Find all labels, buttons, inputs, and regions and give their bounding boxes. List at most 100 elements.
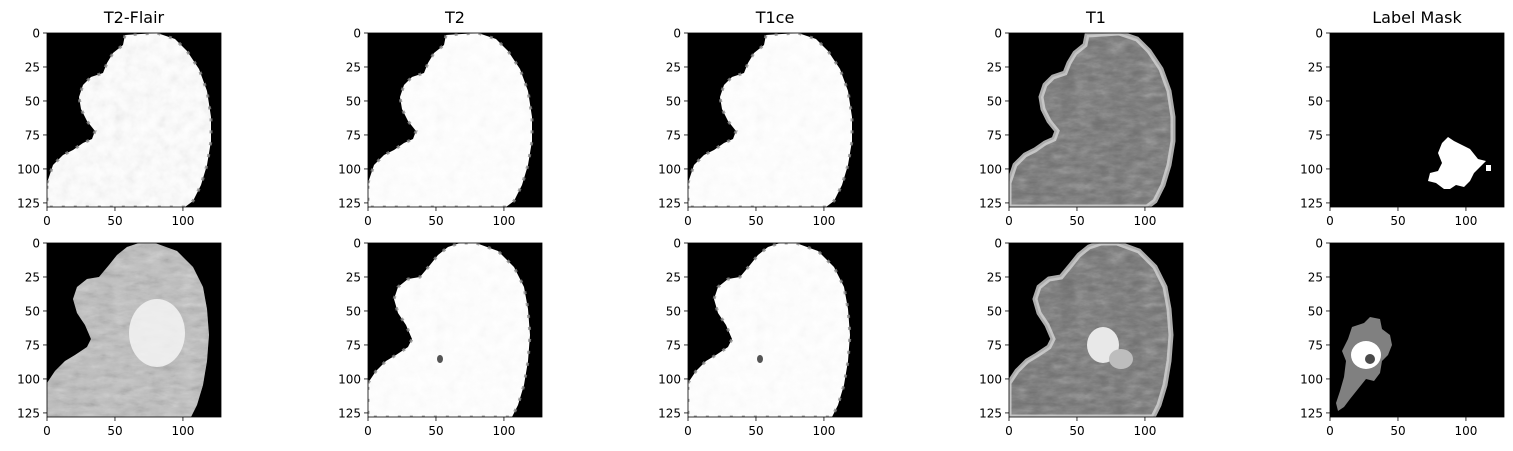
- column-title-t1: T1: [1085, 8, 1106, 27]
- axes-frame: [367, 32, 543, 208]
- y-tick-label: 0: [1315, 27, 1323, 41]
- axes-frame: [1008, 242, 1184, 418]
- y-tick-label: 25: [1308, 60, 1323, 74]
- y-tick-label: 75: [666, 338, 681, 352]
- y-tick-label: 50: [987, 304, 1002, 318]
- y-tick-label: 50: [987, 94, 1002, 108]
- y-tick-label: 125: [338, 196, 361, 210]
- x-tick-label: 50: [428, 214, 443, 228]
- y-tick-label: 75: [25, 128, 40, 142]
- y-tick-label: 0: [673, 27, 681, 41]
- x-tick-label: 0: [1326, 214, 1334, 228]
- y-tick-label: 100: [658, 372, 681, 386]
- axes-frame: [46, 32, 222, 208]
- brain-cortex: [1009, 243, 1174, 417]
- x-tick-label: 0: [364, 424, 372, 438]
- x-tick-label: 0: [684, 214, 692, 228]
- brain-texture: [368, 243, 530, 417]
- y-tick-label: 100: [17, 372, 40, 386]
- axes-frame: [1329, 32, 1505, 208]
- y-tick-label: 125: [658, 406, 681, 420]
- x-tick-label: 100: [1133, 424, 1156, 438]
- y-tick-label: 50: [25, 94, 40, 108]
- axes-frame: [367, 242, 543, 418]
- y-tick-label: 25: [346, 270, 361, 284]
- y-tick-label: 100: [338, 162, 361, 176]
- x-tick-label: 0: [1326, 424, 1334, 438]
- y-tick-label: 75: [666, 128, 681, 142]
- y-tick-label: 0: [353, 27, 361, 41]
- y-tick-label: 25: [666, 270, 681, 284]
- x-tick-label: 100: [1454, 214, 1477, 228]
- y-tick-label: 25: [987, 270, 1002, 284]
- y-tick-label: 100: [1300, 162, 1323, 176]
- y-tick-label: 75: [987, 338, 1002, 352]
- y-tick-label: 50: [346, 304, 361, 318]
- axes-frame: [46, 242, 222, 418]
- lesion-dot: [437, 355, 443, 363]
- axes-frame: [687, 242, 863, 418]
- y-tick-label: 50: [1308, 94, 1323, 108]
- y-tick-label: 100: [658, 162, 681, 176]
- mask-enhancing: [1351, 341, 1381, 369]
- y-tick-label: 125: [658, 196, 681, 210]
- x-tick-label: 0: [43, 424, 51, 438]
- y-tick-label: 75: [987, 128, 1002, 142]
- x-tick-label: 0: [43, 214, 51, 228]
- x-tick-label: 100: [812, 424, 835, 438]
- column-titles: T2-Flair T2 T1ce T1 Label Mask: [103, 8, 1463, 27]
- y-tick-label: 125: [1300, 406, 1323, 420]
- column-title-label-mask: Label Mask: [1372, 8, 1462, 27]
- column-title-t2: T2: [444, 8, 465, 27]
- brain-texture: [368, 33, 532, 207]
- y-tick-label: 100: [979, 162, 1002, 176]
- x-tick-label: 50: [107, 214, 122, 228]
- x-tick-label: 100: [492, 214, 515, 228]
- y-tick-label: 125: [17, 406, 40, 420]
- x-tick-label: 100: [171, 214, 194, 228]
- brain-cortex: [1009, 33, 1176, 207]
- mask-region: [1428, 137, 1486, 189]
- x-tick-label: 50: [1069, 424, 1084, 438]
- y-tick-label: 100: [979, 372, 1002, 386]
- axes-frame: [1329, 242, 1505, 418]
- x-tick-label: 100: [812, 214, 835, 228]
- x-tick-label: 50: [1390, 424, 1405, 438]
- brain-edge: [368, 33, 534, 207]
- y-tick-label: 125: [338, 406, 361, 420]
- y-tick-label: 50: [346, 94, 361, 108]
- brain-texture: [1009, 243, 1171, 417]
- y-tick-label: 0: [994, 237, 1002, 251]
- y-tick-label: 25: [1308, 270, 1323, 284]
- y-tick-label: 50: [666, 94, 681, 108]
- x-tick-label: 0: [1005, 214, 1013, 228]
- y-tick-label: 100: [1300, 372, 1323, 386]
- lesion: [1109, 349, 1133, 369]
- y-tick-label: 100: [338, 372, 361, 386]
- y-tick-label: 125: [1300, 196, 1323, 210]
- y-tick-label: 25: [25, 270, 40, 284]
- y-tick-label: 75: [1308, 338, 1323, 352]
- y-tick-label: 0: [353, 237, 361, 251]
- y-tick-label: 25: [346, 60, 361, 74]
- x-tick-label: 50: [107, 424, 122, 438]
- y-tick-label: 75: [346, 338, 361, 352]
- x-tick-label: 100: [1133, 214, 1156, 228]
- lesion-dot: [757, 355, 763, 363]
- lesion: [129, 299, 185, 367]
- y-tick-label: 25: [25, 60, 40, 74]
- mask-region: [1486, 165, 1491, 171]
- brain-texture: [688, 243, 850, 417]
- brain-texture: [688, 33, 852, 207]
- mask-core: [1365, 354, 1375, 364]
- y-tick-label: 0: [32, 27, 40, 41]
- brain-edge: [688, 33, 854, 207]
- brain-edge: [47, 33, 213, 207]
- y-tick-label: 0: [673, 237, 681, 251]
